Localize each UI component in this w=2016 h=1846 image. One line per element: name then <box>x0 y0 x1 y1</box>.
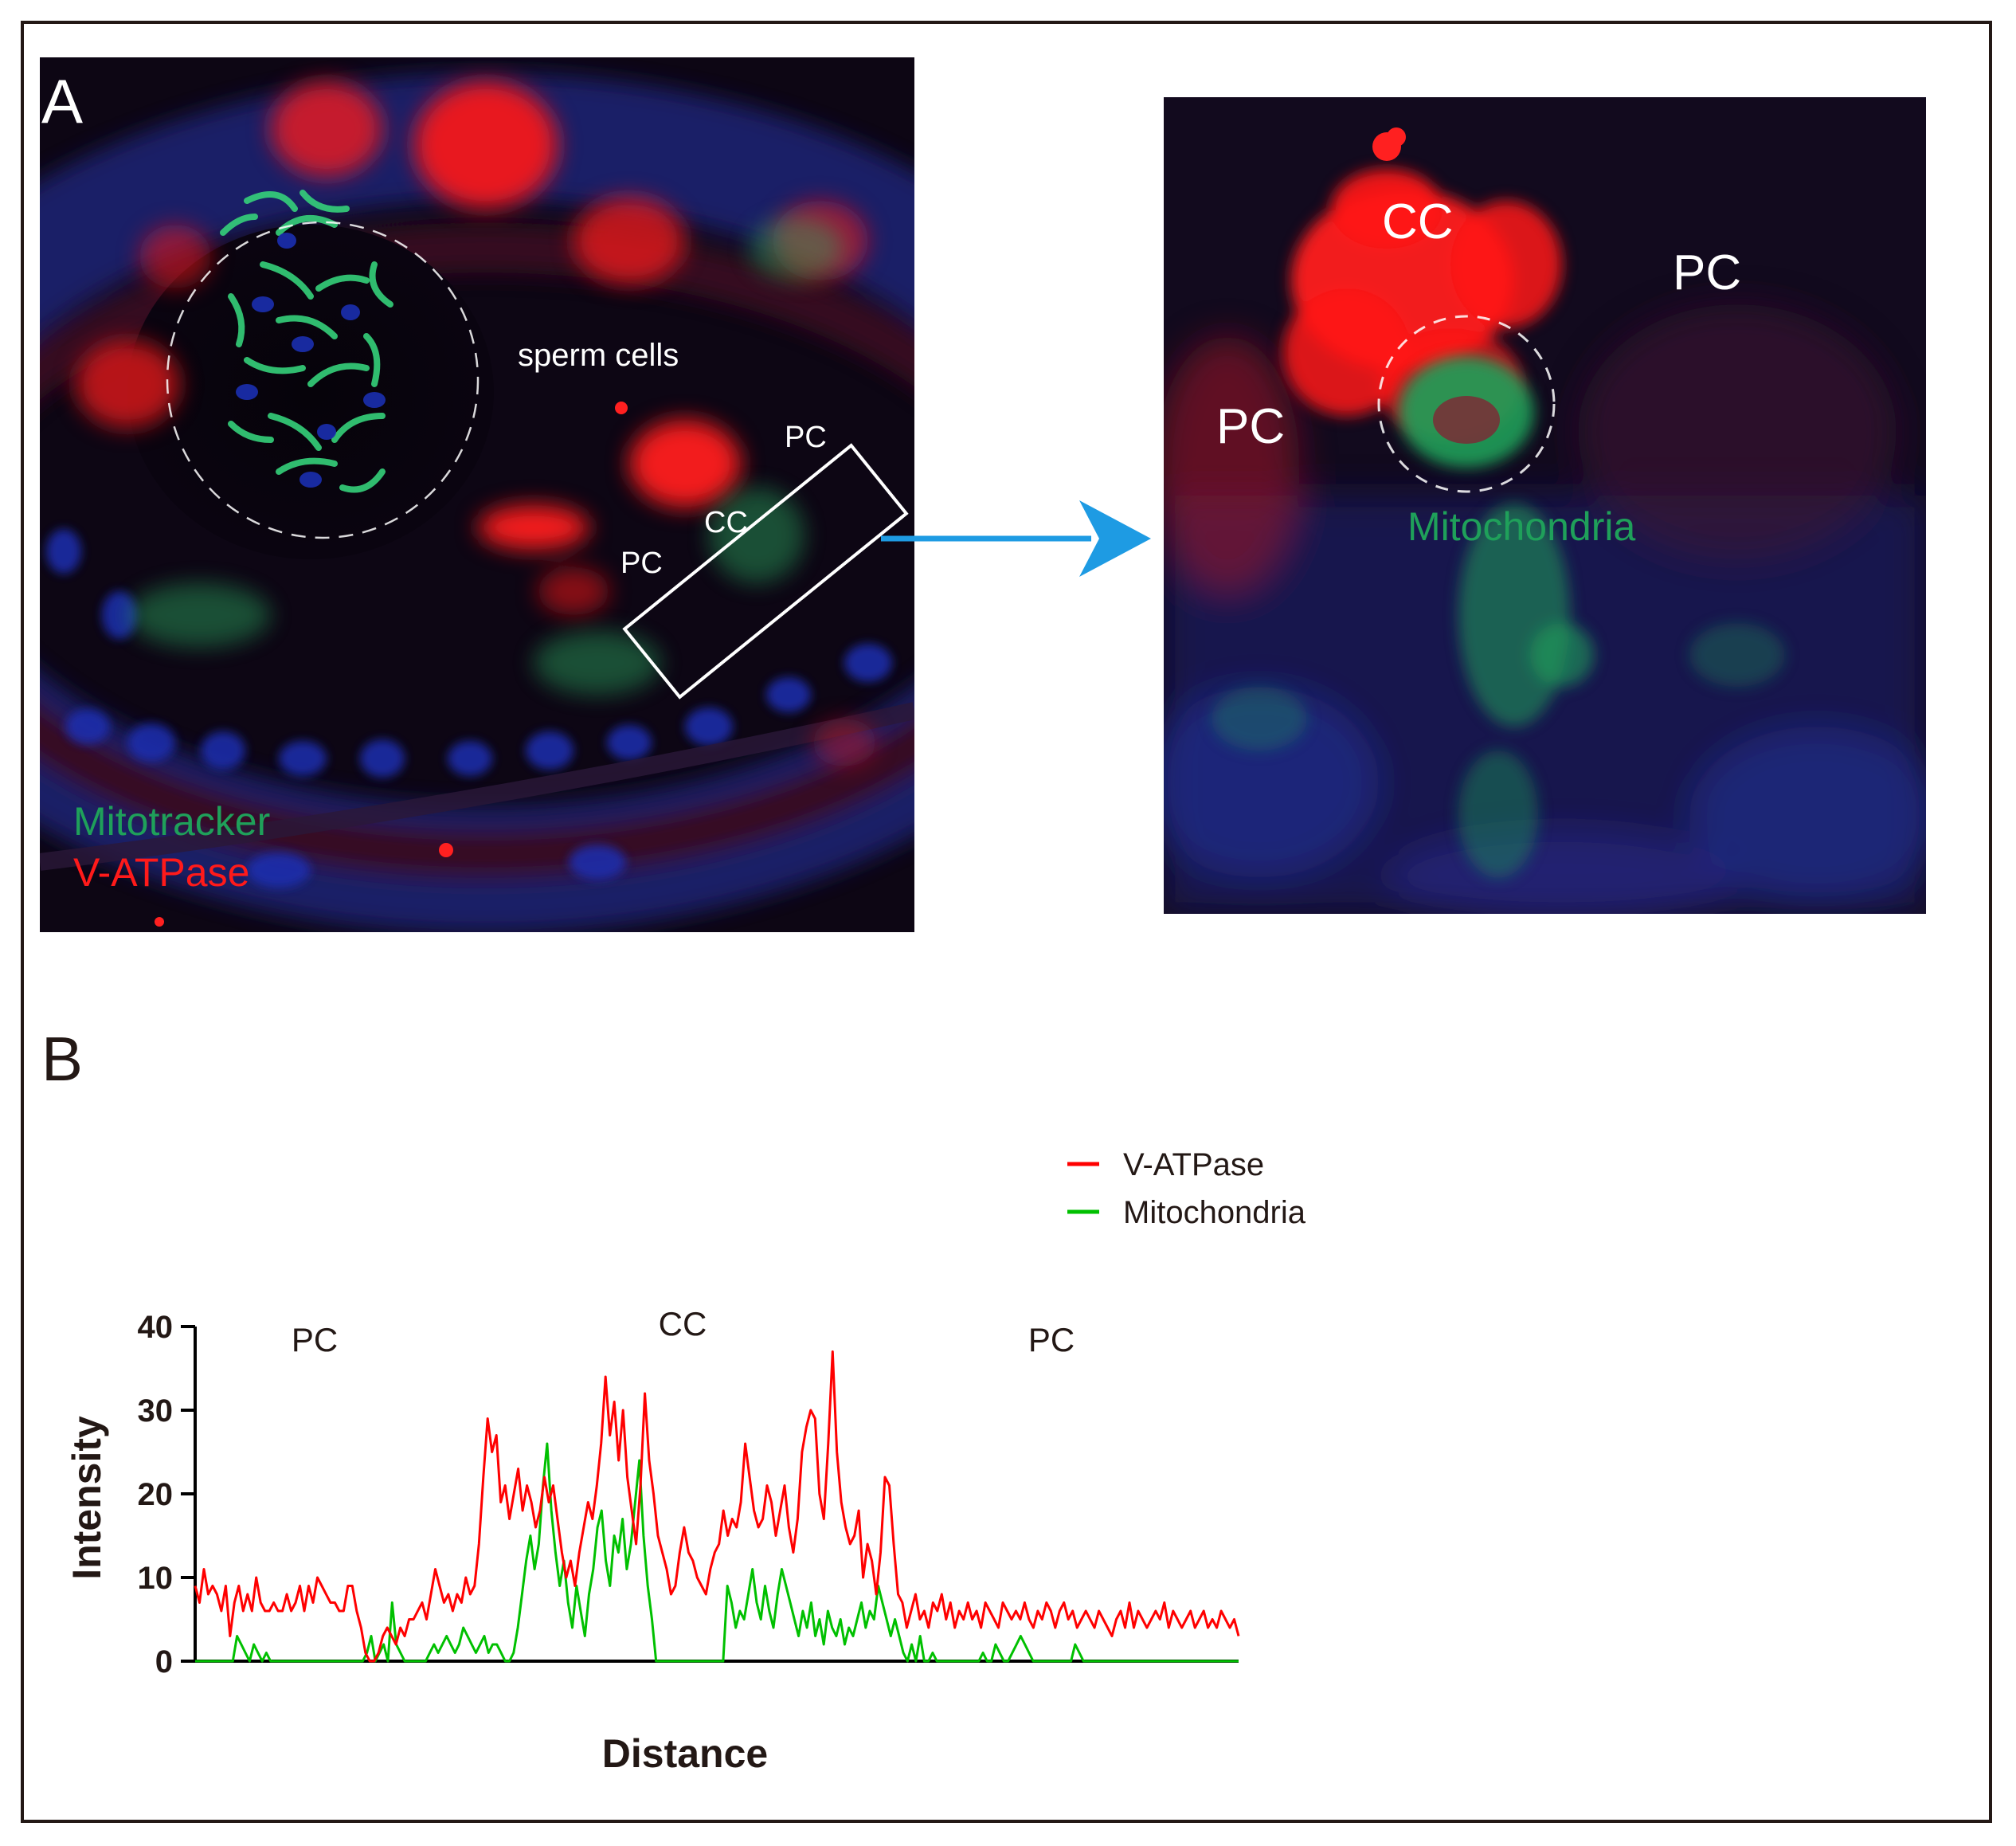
panel-a-letter: A <box>41 66 84 136</box>
zoom-label-pc-right: PC <box>1673 245 1742 300</box>
micrograph-a-image <box>40 57 914 932</box>
figure-frame <box>21 21 1992 1823</box>
x-axis-title: Distance <box>602 1731 768 1776</box>
zoom-label-mitochondria: Mitochondria <box>1407 504 1636 549</box>
legend-label: Mitochondria <box>1123 1195 1306 1230</box>
box-label-pc-top: PC <box>785 421 827 454</box>
y-tick-label: 40 <box>138 1310 174 1345</box>
legend-v-atpase: V-ATPase <box>73 850 250 895</box>
micrograph-panel-a: A sperm cells PC CC PC Mitotracker V-ATP… <box>40 57 914 932</box>
legend-label: V-ATPase <box>1123 1147 1264 1182</box>
y-tick-label: 20 <box>138 1477 174 1512</box>
micrograph-zoom-panel: CC PC PC Mitochondria <box>1164 97 1926 914</box>
zoom-label-cc: CC <box>1382 194 1454 249</box>
chart-text: 0 10 20 30 40 Intensity Distance PC CC PC <box>65 1305 1075 1776</box>
zoom-label-pc-left: PC <box>1216 399 1286 454</box>
chart-lines <box>194 1350 1240 1663</box>
chart-legend: V-ATPase Mitochondria <box>1067 1147 1306 1230</box>
zoom-arrow <box>881 500 1151 577</box>
series-line-v-atpase <box>194 1350 1240 1663</box>
y-tick-label: 0 <box>155 1644 173 1679</box>
box-label-cc: CC <box>704 506 748 539</box>
sperm-cells-label: sperm cells <box>518 338 679 373</box>
line-profile-box <box>622 443 909 700</box>
micrograph-zoom-image <box>1164 97 1926 914</box>
y-tick-label: 10 <box>138 1561 174 1596</box>
box-label-pc-bottom: PC <box>620 547 663 580</box>
y-tick-label: 30 <box>138 1393 174 1429</box>
sperm-region-outline <box>166 221 480 539</box>
series-line-mitochondria <box>195 1442 1239 1663</box>
region-label: PC <box>292 1321 338 1358</box>
region-label: CC <box>659 1305 707 1342</box>
y-axis-title: Intensity <box>65 1416 109 1580</box>
region-label: PC <box>1028 1321 1075 1358</box>
panel-b-letter: B <box>41 1024 84 1094</box>
legend-mitotracker: Mitotracker <box>73 799 271 844</box>
mitochondria-outline <box>1377 315 1556 493</box>
